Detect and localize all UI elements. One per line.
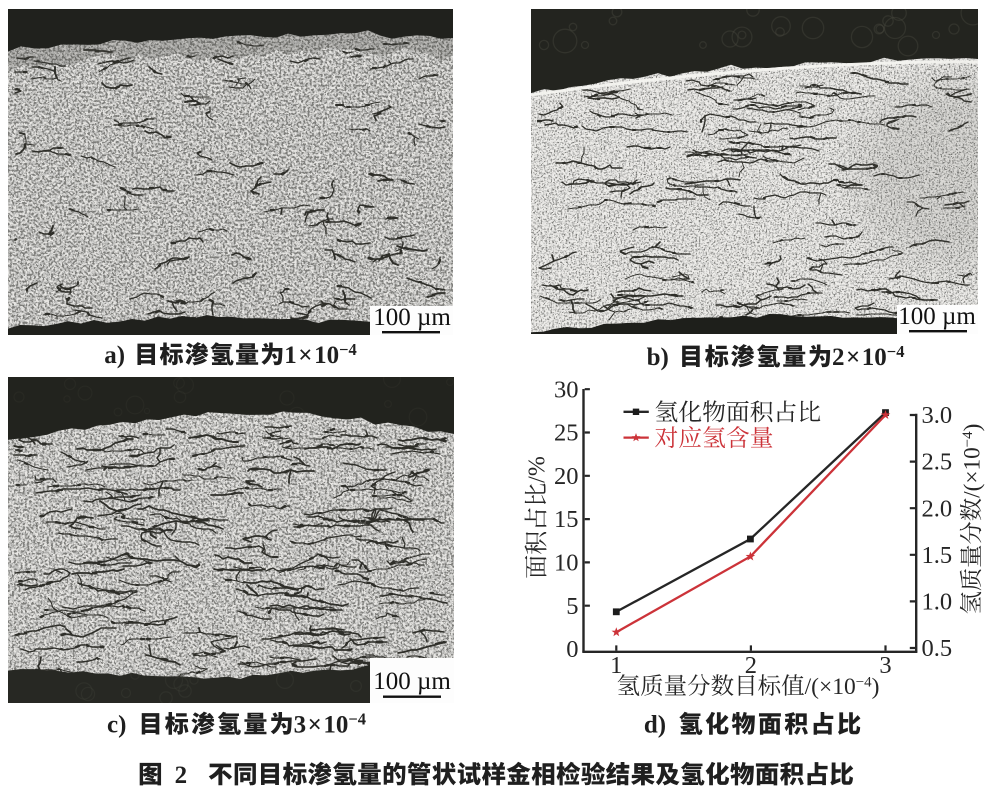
svg-text:2: 2	[745, 652, 757, 679]
svg-text:2.0: 2.0	[922, 495, 953, 522]
svg-text:100 µm: 100 µm	[898, 303, 976, 330]
svg-text:−4: −4	[339, 340, 357, 359]
svg-text:×: ×	[308, 712, 322, 739]
svg-text:2.5: 2.5	[922, 449, 953, 476]
svg-text:20: 20	[554, 463, 579, 490]
svg-text:3.0: 3.0	[922, 402, 953, 429]
svg-text:−4: −4	[856, 675, 872, 691]
svg-text:/%: /%	[525, 456, 551, 483]
svg-text:d): d)	[644, 712, 679, 739]
svg-text:): )	[872, 674, 880, 700]
svg-text:1: 1	[610, 652, 622, 679]
svg-text:25: 25	[554, 420, 579, 447]
svg-text:/(×10: /(×10	[805, 674, 856, 700]
svg-text:c): c)	[107, 712, 133, 739]
svg-text:/(×10: /(×10	[959, 447, 985, 498]
svg-text:10: 10	[314, 342, 339, 369]
svg-text:−4: −4	[348, 710, 366, 729]
svg-text:10: 10	[323, 712, 348, 739]
svg-text:a): a)	[104, 342, 131, 369]
svg-text:15: 15	[554, 506, 579, 533]
svg-text:0.5: 0.5	[922, 635, 953, 662]
svg-text:−4: −4	[887, 342, 905, 361]
svg-text:): )	[959, 424, 985, 432]
svg-text:3: 3	[294, 712, 307, 739]
svg-text:3: 3	[879, 652, 891, 679]
svg-text:100 µm: 100 µm	[373, 668, 451, 695]
svg-text:30: 30	[554, 376, 579, 403]
svg-text:100 µm: 100 µm	[373, 304, 451, 331]
svg-text:2: 2	[175, 762, 188, 789]
svg-text:1: 1	[284, 342, 297, 369]
svg-text:b): b)	[647, 344, 675, 371]
svg-text:10: 10	[554, 550, 579, 577]
svg-text:×: ×	[846, 344, 860, 371]
svg-text:1.5: 1.5	[922, 542, 953, 569]
svg-text:−4: −4	[960, 431, 976, 447]
svg-text:10: 10	[862, 344, 887, 371]
svg-text:5: 5	[566, 593, 578, 620]
svg-text:0: 0	[566, 636, 578, 663]
svg-text:×: ×	[298, 342, 312, 369]
svg-text:2: 2	[832, 344, 845, 371]
svg-text:1.0: 1.0	[922, 589, 953, 616]
